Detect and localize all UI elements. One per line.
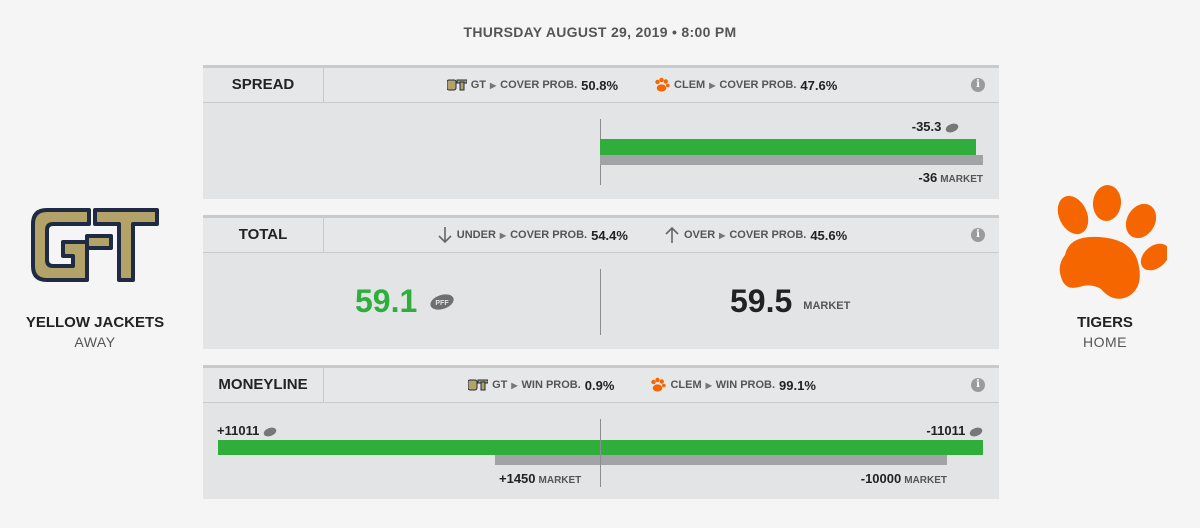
gt-win-prob: GT ▶ WIN PROB. 0.9% [468, 378, 614, 393]
pff-football-icon [263, 427, 277, 436]
triangle-right-icon: ▶ [709, 80, 716, 90]
triangle-right-icon: ▶ [499, 230, 507, 240]
gt-mini-icon [446, 79, 467, 91]
gt-mini-icon [468, 379, 489, 391]
spread-pff-bar [600, 139, 976, 155]
over-label: OVER [683, 229, 716, 241]
home-team-name: TIGERS [1077, 314, 1133, 331]
moneyline-chart: +11011 -11011 +1450 MARKET -10000 MARKET [203, 403, 999, 499]
gt-logo [0, 190, 190, 300]
gt-cover-prob-value: 50.8% [581, 77, 619, 93]
under-label: UNDER [456, 229, 496, 241]
gt-label: GT [470, 79, 486, 91]
triangle-right-icon: ▶ [705, 380, 712, 390]
total-panel: TOTAL UNDER ▶ COVER PROB. 54.4% OVER ▶ C… [203, 215, 999, 349]
gt-label: GT [492, 379, 508, 391]
info-icon[interactable]: i [971, 78, 985, 92]
cover-prob-label: COVER PROB. [729, 229, 807, 241]
pff-football-icon [969, 427, 983, 436]
moneyline-header: MONEYLINE GT ▶ WIN PROB. 0.9% CLEM ▶ WIN… [203, 365, 999, 403]
cover-prob-label: COVER PROB. [510, 229, 588, 241]
home-team: TIGERS HOME [1010, 185, 1200, 350]
arrow-down-icon [438, 227, 452, 244]
clem-paw-mini-icon [655, 77, 670, 92]
pff-football-icon [945, 123, 959, 132]
win-prob-label: WIN PROB. [715, 379, 776, 391]
triangle-right-icon: ▶ [490, 80, 497, 90]
clem-win-prob: CLEM ▶ WIN PROB. 99.1% [650, 377, 816, 393]
total-title[interactable]: TOTAL [203, 218, 324, 252]
gt-win-prob-value: 0.9% [584, 377, 615, 393]
spread-title[interactable]: SPREAD [203, 68, 324, 102]
away-team-name: YELLOW JACKETS [25, 314, 165, 331]
home-label: HOME [1083, 334, 1127, 350]
total-header: TOTAL UNDER ▶ COVER PROB. 54.4% OVER ▶ C… [203, 215, 999, 253]
market-label: MARKET [803, 299, 851, 312]
moneyline-title[interactable]: MONEYLINE [203, 368, 324, 402]
moneyline-panel: MONEYLINE GT ▶ WIN PROB. 0.9% CLEM ▶ WIN… [203, 365, 999, 499]
clem-market-moneyline: -10000 MARKET [860, 471, 947, 486]
total-market: 59.5 MARKET [730, 283, 850, 320]
clem-label: CLEM [674, 79, 706, 91]
spread-probabilities: GT ▶ COVER PROB. 50.8% CLEM ▶ COVER PROB… [325, 68, 959, 102]
pff-football-icon: PFF [430, 293, 454, 310]
gt-cover-prob: GT ▶ COVER PROB. 50.8% [446, 77, 619, 93]
triangle-right-icon: ▶ [511, 380, 518, 390]
win-prob-label: WIN PROB. [521, 379, 581, 391]
under-cover-prob-value: 54.4% [591, 227, 628, 243]
spread-header: SPREAD GT ▶ COVER PROB. 50.8% CLEM ▶ COV… [203, 65, 999, 103]
clem-paw-mini-icon [651, 377, 667, 392]
clem-pff-moneyline: -11011 [926, 423, 983, 438]
gt-market-moneyline: +1450 MARKET [499, 471, 582, 486]
clem-cover-prob-value: 47.6% [800, 77, 838, 93]
total-market-value: 59.5 [730, 283, 793, 319]
game-datetime: THURSDAY AUGUST 29, 2019 • 8:00 PM [463, 24, 737, 40]
triangle-right-icon: ▶ [719, 230, 726, 240]
moneyline-market-bar [495, 455, 947, 465]
arrow-up-icon [665, 226, 679, 243]
clem-cover-prob: CLEM ▶ COVER PROB. 47.6% [654, 77, 837, 93]
gt-pff-moneyline: +11011 [217, 423, 277, 438]
total-probabilities: UNDER ▶ COVER PROB. 54.4% OVER ▶ COVER P… [325, 218, 959, 252]
clem-label: CLEM [670, 379, 702, 391]
total-pff-projection: 59.1 PFF [355, 283, 455, 320]
under-cover-prob: UNDER ▶ COVER PROB. 54.4% [437, 226, 628, 244]
total-pff-value: 59.1 [355, 283, 418, 319]
spread-chart: -35.3 -36 MARKET [203, 103, 999, 199]
total-chart: 59.1 PFF 59.5 MARKET [203, 253, 999, 349]
moneyline-probabilities: GT ▶ WIN PROB. 0.9% CLEM ▶ WIN PROB. 99.… [325, 368, 959, 402]
spread-panel: SPREAD GT ▶ COVER PROB. 50.8% CLEM ▶ COV… [203, 65, 999, 199]
spread-market-bar [600, 155, 983, 165]
center-line [600, 419, 601, 487]
over-cover-prob-value: 45.6% [810, 227, 848, 243]
over-cover-prob: OVER ▶ COVER PROB. 45.6% [664, 226, 847, 244]
info-icon[interactable]: i [971, 378, 985, 392]
spread-pff-value: -35.3 [912, 119, 959, 134]
away-team: YELLOW JACKETS AWAY [0, 190, 190, 350]
clemson-paw-logo [1010, 185, 1200, 300]
cover-prob-label: COVER PROB. [719, 79, 797, 91]
cover-prob-label: COVER PROB. [500, 79, 578, 91]
info-icon[interactable]: i [971, 228, 985, 242]
center-line [600, 269, 601, 335]
clem-win-prob-value: 99.1% [779, 377, 816, 393]
spread-market-value: -36 MARKET [918, 170, 983, 185]
svg-text:PFF: PFF [436, 300, 450, 307]
away-label: AWAY [74, 334, 116, 350]
